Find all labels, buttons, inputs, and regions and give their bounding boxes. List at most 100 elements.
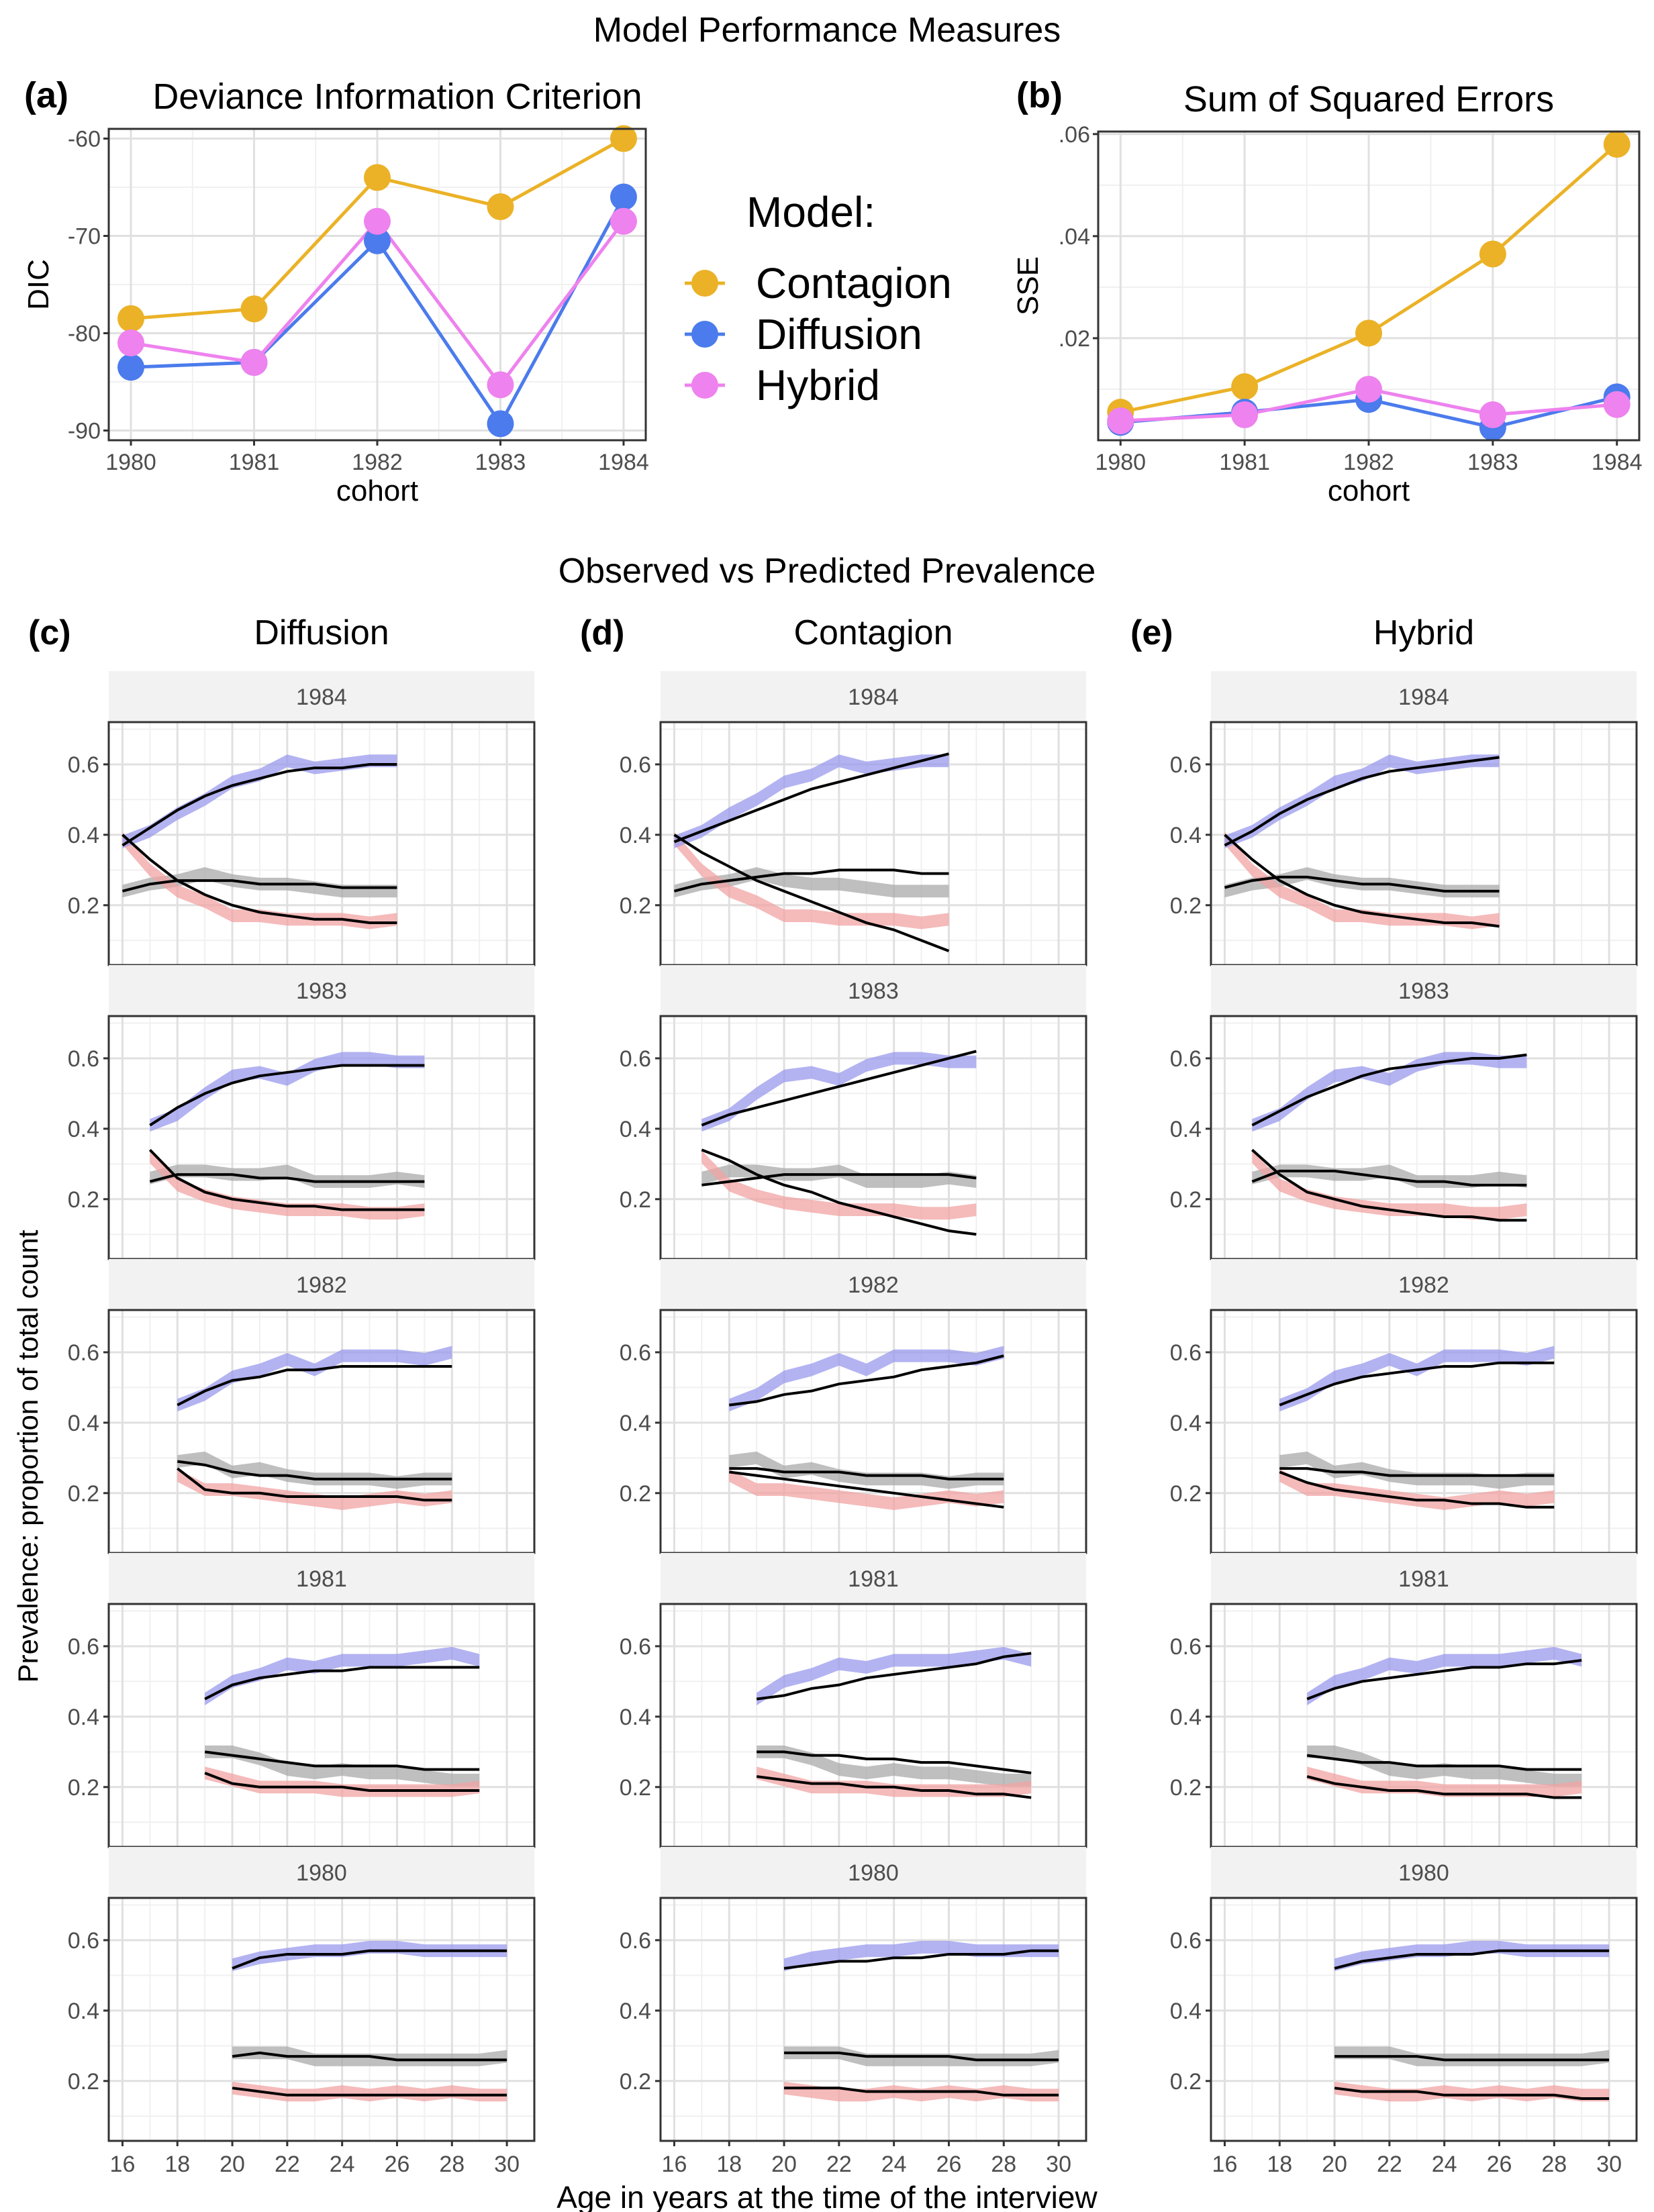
dic-point-hybrid [610,207,637,235]
facet-y-tick-label: 0.2 [1170,1481,1202,1507]
predicted-line-middle [1224,875,1500,893]
predicted-line-middle [177,1460,452,1480]
sse-x-tick-label: 1983 [1467,450,1518,475]
prevalence-column-contagion: (d) Contagion19840.20.40.619830.20.40.619… [580,613,1087,2177]
dic-y-axis-title: DIC [22,259,55,310]
facet-y-tick-label: 0.2 [68,1481,99,1507]
observed-band-lower [122,832,397,929]
predicted-line-upper [1279,1361,1555,1407]
facet-y-tick-label: 0.2 [68,1187,99,1213]
observed-band-middle [701,1164,977,1189]
predicted-line-lower [673,834,950,952]
x-axis-label: Age in years at the time of the intervie… [556,2180,1098,2212]
predicted-line-middle [673,868,949,893]
facet-y-tick-label: 0.2 [1170,893,1202,919]
facet-strip [661,1259,1086,1310]
sse-y-axis-title: SSE [1012,256,1044,315]
predicted-line-middle [757,1750,1032,1774]
observed-band-upper [729,1346,1004,1412]
dic-point-hybrid [117,330,145,356]
predicted-line-middle [1306,1754,1582,1771]
facet-x-tick-label: 16 [1212,2152,1238,2177]
predicted-line-lower [1279,1470,1555,1509]
facet-y-tick-label: 0.2 [1170,1187,1202,1213]
sse-x-tick-label: 1982 [1343,450,1394,475]
predicted-line-middle [1279,1467,1555,1477]
observed-band-middle [122,867,397,898]
facet-x-tick-label: 24 [1432,2152,1457,2177]
predicted-line-upper [1251,1053,1527,1127]
model-legend: Model: Contagion Diffusion Hybrid [685,188,952,409]
predicted-line-lower [1224,834,1500,928]
facet-strip-label: 1984 [848,685,899,710]
facet-contagion-1984: 1984 0.2 0.4 0.6 [620,671,1087,966]
facet-y-tick-label: 0.6 [1170,752,1202,778]
sse-point-hybrid [1107,407,1134,435]
facet-x-tick-label: 24 [881,2152,907,2177]
prevalence-column-hybrid: (e) Hybrid 1984 0.2 0.4 0.6 1983 0.2 0.4 0.6 1982 0… [1130,613,1638,2177]
facet-y-tick-label: 0.6 [1170,1634,1202,1660]
facet-strip-label: 1982 [1398,1272,1449,1298]
observed-band-upper [1279,1346,1555,1412]
predicted-line-lower [121,834,397,925]
observed-band-upper [1224,754,1500,848]
facet-y-tick-label: 0.2 [620,2069,651,2095]
legend-item-diffusion: Diffusion [685,310,922,358]
facet-x-tick-label: 30 [1046,2152,1071,2177]
predicted-line-upper [701,1050,977,1127]
legend-label-contagion: Contagion [756,259,952,307]
facet-hybrid-1980: 1980 0.2 0.4 0.6 16 18 20 22 24 26 28 30 [1170,1847,1638,2177]
facet-y-tick-label: 0.4 [68,1411,99,1436]
observed-band-lower [757,1766,1032,1797]
facet-y-tick-label: 0.6 [68,752,99,778]
facet-x-tick-label: 26 [1487,2152,1512,2177]
observed-band-lower [1334,2081,1610,2102]
sse-y-tick-label: .04 [1059,224,1090,250]
facet-x-tick-label: 20 [1322,2152,1347,2177]
predicted-line-middle [1251,1169,1527,1187]
facet-strip-label: 1984 [296,685,347,710]
facet-hybrid-1981: 1981 0.2 0.4 0.6 [1170,1553,1638,1848]
predicted-line-upper [149,1064,425,1127]
facet-y-tick-label: 0.4 [620,1999,651,2024]
predicted-line-upper [204,1666,480,1701]
observed-band-lower [1252,1150,1527,1220]
observed-band-upper [757,1647,1032,1706]
facet-y-tick-label: 0.4 [1170,1411,1202,1436]
observed-band-upper [150,1052,425,1132]
legend-marker-hybrid [691,372,718,399]
facet-x-tick-label: 26 [385,2152,410,2177]
predicted-line-middle [232,2051,507,2062]
prevalence-column-letter: (e) [1130,613,1173,652]
facet-x-tick-label: 18 [1267,2152,1292,2177]
sse-point-hybrid [1479,401,1506,428]
dic-point-contagion [487,193,514,220]
facet-y-tick-label: 0.4 [1170,1705,1202,1730]
sse-y-tick-label: .06 [1059,122,1090,148]
dic-point-contagion [117,305,145,332]
dic-x-tick-label: 1980 [105,450,156,475]
prevalence-column-letter: (c) [28,613,71,652]
facet-y-tick-label: 0.2 [1170,2069,1202,2095]
facet-diffusion-1982: 1982 0.2 0.4 0.6 [68,1259,536,1554]
facet-y-tick-label: 0.2 [620,1775,651,1801]
sse-point-contagion [1479,240,1506,268]
facet-x-tick-label: 28 [991,2152,1016,2177]
facet-strip-label: 1982 [296,1272,347,1298]
predicted-line-lower [729,1470,1004,1509]
facet-x-tick-label: 28 [1541,2152,1567,2177]
facet-strip [1211,1259,1637,1310]
sse-x-tick-label: 1981 [1219,450,1270,475]
observed-band-upper [232,1941,507,1972]
facet-y-tick-label: 0.4 [68,1999,99,2024]
sse-point-contagion [1355,319,1382,347]
predicted-line-upper [783,1949,1059,1970]
sse-point-contagion [1603,131,1631,158]
facet-y-tick-label: 0.6 [620,1634,651,1660]
prevalence-column-title: Diffusion [254,613,389,652]
facet-strip [661,1847,1086,1898]
legend-label-hybrid: Hybrid [756,361,880,409]
facet-strip [1211,1847,1637,1898]
facet-x-tick-label: 28 [439,2152,465,2177]
